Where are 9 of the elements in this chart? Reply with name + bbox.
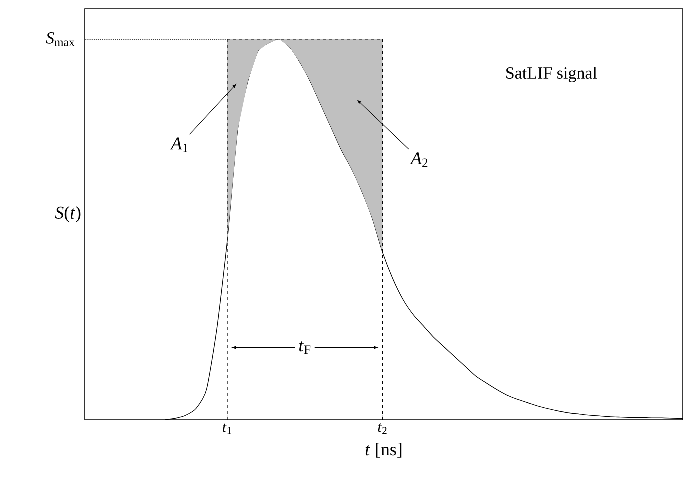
y-axis-title: S(t) — [55, 206, 81, 223]
x-axis-title: t [ns] — [366, 442, 402, 458]
annotation: A$_{2}$ — [410, 152, 428, 168]
annotation: SatLIF signal — [506, 67, 598, 82]
annotation: t$_{F}$ — [299, 341, 311, 354]
x-tick-label: t$_{1}$ — [223, 424, 232, 434]
x-tick-label: t$_{2}$ — [378, 424, 387, 434]
annotation: A$_{1}$ — [170, 138, 188, 152]
ref-line-label: S$_{max}$ — [46, 32, 75, 46]
